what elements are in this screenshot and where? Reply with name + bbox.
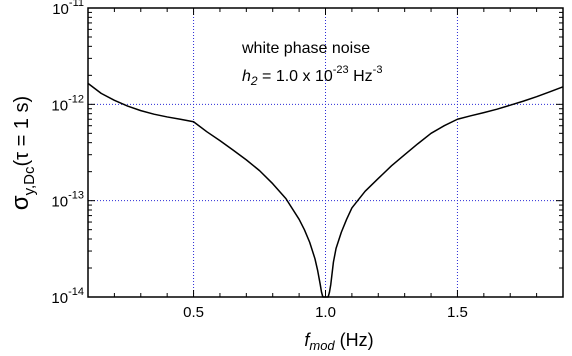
x-axis-label-sub: mod [309, 338, 335, 353]
annotation-unit-exp: -3 [373, 64, 383, 76]
y-tick-label: 10-11 [52, 0, 84, 18]
curve-layer [87, 82, 564, 298]
axis-ticks [87, 7, 564, 298]
y-tick-exponent: -11 [69, 0, 84, 9]
y-tick-base: 10 [51, 97, 68, 114]
annotation-exp: -23 [333, 64, 349, 76]
x-tick-label: 1.0 [315, 304, 336, 321]
y-tick-base: 10 [52, 1, 69, 18]
y-tick-label: 10-13 [51, 190, 84, 211]
x-tick-labels: 0.5 1.0 1.5 [183, 304, 468, 321]
grid-lines [88, 8, 563, 297]
x-axis-label-unit: (Hz) [335, 330, 374, 350]
annotation-h-symbol: h [242, 68, 251, 85]
annotation-h-sub: 2 [250, 74, 258, 88]
x-axis-label: fmod (Hz) [304, 330, 373, 353]
annotation-unit: Hz [349, 68, 373, 85]
annotation-mid: = 1.0 x 10 [258, 68, 333, 85]
y-tick-base: 10 [51, 290, 68, 307]
data-curve [87, 82, 564, 298]
y-axis-label-rest: (τ = 1 s) [11, 96, 33, 167]
x-axis-label-main: f [304, 330, 311, 350]
x-tick-label: 1.5 [447, 304, 468, 321]
annotation-line2: h2 = 1.0 x 10-23 Hz-3 [242, 64, 382, 88]
annotation: white phase noise h2 = 1.0 x 10-23 Hz-3 [241, 40, 382, 88]
x-tick-label: 0.5 [183, 304, 204, 321]
y-tick-exponent: -12 [68, 93, 84, 105]
y-tick-label: 10-12 [51, 93, 84, 114]
annotation-line1: white phase noise [241, 40, 370, 57]
y-tick-label: 10-14 [51, 286, 84, 307]
y-tick-base: 10 [51, 194, 68, 211]
y-tick-exponent: -13 [68, 190, 84, 202]
y-axis-label-sub: y,Dc [21, 166, 38, 195]
y-axis-label: σy,Dc(τ = 1 s) [7, 96, 38, 210]
y-tick-exponent: -14 [68, 286, 84, 298]
y-axis-label-symbol: σ [7, 195, 34, 210]
